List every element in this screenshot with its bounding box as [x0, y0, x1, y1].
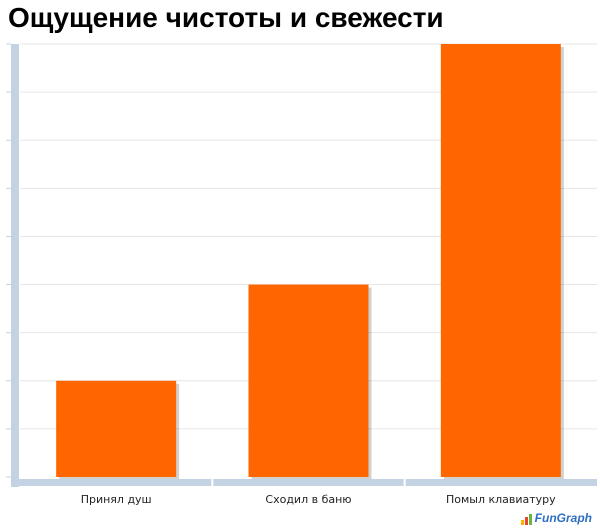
logo-text: FunGraph — [534, 511, 592, 525]
y-axis-bar — [11, 44, 19, 487]
x-tick-label: Принял душ — [81, 493, 152, 506]
x-tick-label: Помыл клавиатуру — [446, 493, 556, 506]
bar — [56, 380, 177, 477]
bar — [248, 284, 369, 477]
x-axis-bar — [11, 479, 597, 486]
logo-bars-icon — [520, 511, 533, 525]
fungraph-logo: FunGraph — [520, 511, 592, 525]
x-tick-label: Сходил в баню — [265, 493, 351, 506]
chart-title: Ощущение чистоты и свежести — [8, 2, 444, 33]
bar — [440, 44, 561, 477]
